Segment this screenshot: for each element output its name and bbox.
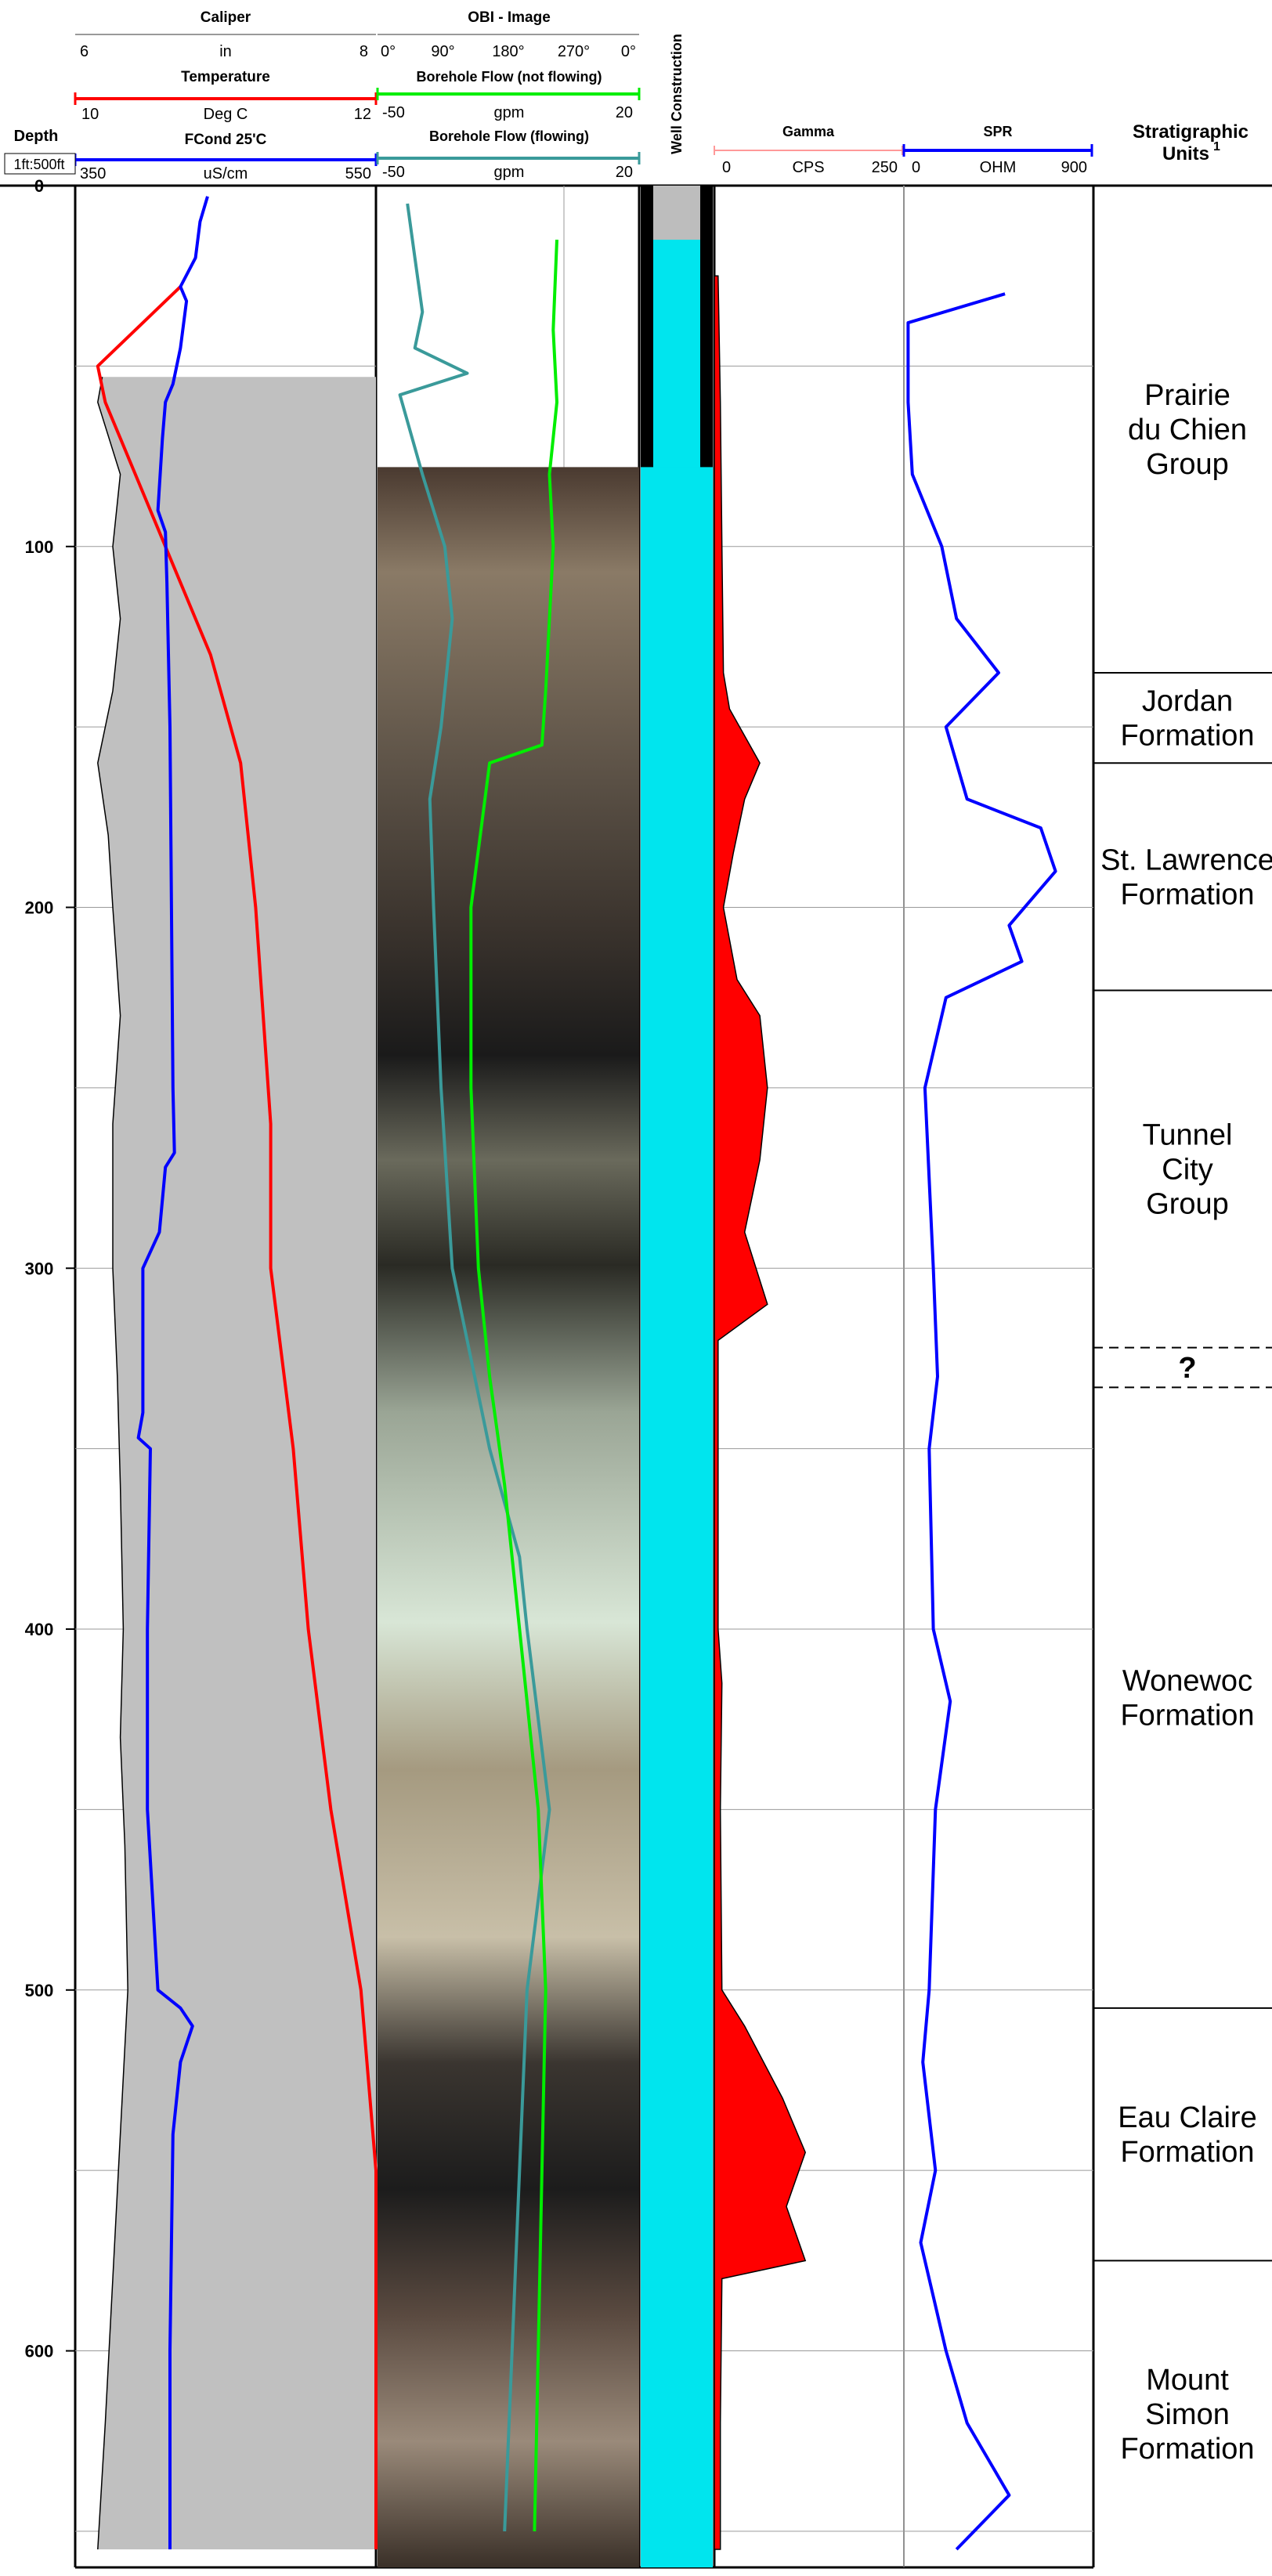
- strat-unit-label: Simon: [1145, 2398, 1230, 2431]
- obi-tick-label: 0°: [621, 43, 636, 60]
- strat-unit-label: du Chien: [1128, 414, 1247, 446]
- fcond-min: 350: [80, 165, 106, 182]
- caliper-series-line: [97, 377, 128, 2550]
- borehole-flow-flowing-series-line: [398, 203, 551, 2531]
- depth-title: Depth: [14, 128, 59, 145]
- strat-unit-label: St. Lawrence: [1100, 844, 1272, 876]
- gamma-max: 250: [872, 159, 898, 176]
- strat-unit-label: Tunnel: [1143, 1119, 1233, 1152]
- obi-title: OBI - Image: [468, 9, 551, 26]
- strat-unit-label: Formation: [1120, 720, 1254, 753]
- depth-tick-label: 200: [25, 898, 54, 918]
- strat-unit-label: Mount: [1146, 2364, 1229, 2397]
- strat-unit-label: Group: [1146, 448, 1229, 481]
- flow-nf-max: 20: [616, 104, 633, 121]
- depth-tick-labels: 0 100 200 300 400 500 600: [25, 176, 75, 2361]
- flow-f-min: -50: [382, 164, 405, 181]
- strat-title: Stratigraphic: [1133, 121, 1249, 143]
- temperature-min: 10: [81, 106, 99, 123]
- strat-unit-label: Prairie: [1144, 379, 1230, 412]
- gamma-track: [714, 275, 807, 2550]
- fcond-title: FCond 25'C: [185, 132, 267, 148]
- depth-tick-label: 300: [25, 1259, 54, 1278]
- strat-title-superscript: 1: [1213, 140, 1220, 154]
- obi-tick-label: 0°: [381, 43, 396, 60]
- depth-tick-label: 400: [25, 1620, 54, 1639]
- log-series-lines: [96, 196, 1057, 2551]
- spr-series-line: [906, 292, 1057, 2551]
- depth-tick-label: 500: [25, 1981, 54, 2000]
- well-construction-track: [641, 186, 713, 2568]
- strat-unit-label: Formation: [1120, 2433, 1254, 2466]
- depth-tick-label: 0: [34, 176, 44, 196]
- depth-tick-label: 100: [25, 537, 54, 557]
- gamma-title: Gamma: [782, 124, 835, 139]
- caliper-unit: in: [219, 43, 232, 60]
- borehole-flow-not-flowing-series-line: [469, 240, 558, 2531]
- temperature-title: Temperature: [181, 69, 270, 85]
- strat-unit-label: Group: [1146, 1188, 1229, 1221]
- flow-f-title: Borehole Flow (flowing): [429, 128, 589, 144]
- well-construction-title: Well Construction: [669, 34, 685, 154]
- strat-unit-label: Eau Claire: [1118, 2101, 1256, 2134]
- fcond-max: 550: [345, 165, 371, 182]
- strat-unit-label: Wonewoc: [1122, 1665, 1252, 1698]
- fcond-unit: uS/cm: [204, 165, 248, 182]
- flow-nf-unit: gpm: [494, 104, 525, 121]
- flow-f-unit: gpm: [494, 164, 525, 181]
- gamma-min: 0: [722, 159, 731, 176]
- fcond-25-c-series-line: [136, 196, 209, 2549]
- obi-tick-label: 270°: [558, 43, 590, 60]
- depth-scale: 1ft:500ft: [13, 157, 64, 172]
- caliper-title: Caliper: [201, 9, 251, 26]
- strat-unit-label: Jordan: [1142, 685, 1233, 718]
- strat-unit-label: Formation: [1120, 2136, 1254, 2169]
- strat-title-line2: Units: [1162, 143, 1209, 164]
- spr-max: 900: [1061, 159, 1087, 176]
- temperature-unit: Deg C: [204, 106, 248, 123]
- caliper-min: 6: [80, 43, 89, 60]
- spr-title: SPR: [983, 124, 1012, 139]
- depth-scale-box: [4, 153, 76, 175]
- gamma-unit: CPS: [792, 159, 824, 176]
- flow-f-max: 20: [616, 164, 633, 181]
- temperature-series-line: [96, 285, 378, 2549]
- obi-tick-label: 90°: [431, 43, 454, 60]
- flow-nf-title: Borehole Flow (not flowing): [417, 69, 602, 85]
- gamma-fill: [714, 275, 807, 2550]
- caliper-track: [97, 377, 377, 2550]
- well-open-hole-lower: [641, 467, 713, 2568]
- spr-unit: OHM: [980, 159, 1017, 176]
- caliper-max: 8: [360, 43, 368, 60]
- obi-azimuth-ticks: 0° 90° 180° 270° 0°: [381, 43, 636, 60]
- log-header: Caliper 6 in 8 Temperature 10 Deg C 12 F…: [4, 9, 1249, 182]
- strat-unit-label: Formation: [1120, 878, 1254, 911]
- strat-unit-label: City: [1162, 1154, 1212, 1187]
- strat-unit-label: ?: [1178, 1352, 1196, 1385]
- depth-tick-label: 600: [25, 2342, 54, 2361]
- flow-nf-min: -50: [382, 104, 405, 121]
- temperature-max: 12: [354, 106, 371, 123]
- obi-tick-label: 180°: [492, 43, 524, 60]
- spr-min: 0: [912, 159, 920, 176]
- caliper-fill: [97, 377, 377, 2550]
- strat-unit-label: Formation: [1120, 1700, 1254, 1732]
